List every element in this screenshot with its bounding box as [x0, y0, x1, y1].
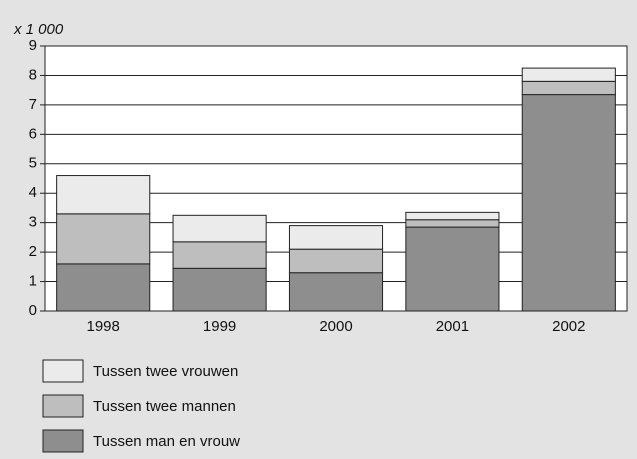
legend-label: Tussen man en vrouw	[93, 433, 240, 450]
y-tick-label: 4	[29, 184, 37, 201]
bar-segment	[288, 225, 384, 250]
legend-swatch	[42, 429, 84, 453]
bar-segment	[172, 241, 267, 269]
bar-segment	[56, 263, 151, 312]
y-tick-label: 5	[29, 155, 37, 172]
bar-segment	[521, 67, 616, 82]
y-tick-label: 6	[29, 125, 37, 142]
y-tick-label: 9	[29, 37, 37, 54]
bar-segment	[521, 94, 616, 312]
legend-swatch	[42, 394, 84, 418]
y-axis-unit: x 1 000	[13, 21, 64, 38]
bar-segment	[405, 219, 500, 228]
bar-segment	[172, 214, 267, 243]
y-tick-label: 1	[29, 273, 37, 290]
legend-swatch	[42, 359, 84, 383]
y-tick-label: 2	[29, 243, 37, 260]
bar-segment	[56, 213, 151, 265]
bar-segment	[288, 272, 384, 312]
x-tick-label: 1999	[203, 318, 236, 335]
x-tick-label: 2002	[552, 318, 585, 335]
y-tick-label: 8	[29, 66, 37, 83]
bar-segment	[405, 226, 500, 312]
y-tick-label: 7	[29, 96, 37, 113]
bar-segment	[56, 175, 151, 215]
legend-label: Tussen twee mannen	[93, 398, 236, 415]
bar-segment	[172, 267, 267, 312]
x-tick-label: 1998	[87, 318, 120, 335]
x-tick-label: 2001	[436, 318, 469, 335]
y-tick-label: 3	[29, 214, 37, 231]
bar-segment	[405, 211, 500, 221]
legend-label: Tussen twee vrouwen	[93, 363, 238, 380]
y-tick-label: 0	[29, 302, 37, 319]
bar-segment	[288, 248, 384, 274]
plot-border	[44, 45, 628, 312]
x-tick-label: 2000	[319, 318, 352, 335]
bar-segment	[521, 80, 616, 96]
